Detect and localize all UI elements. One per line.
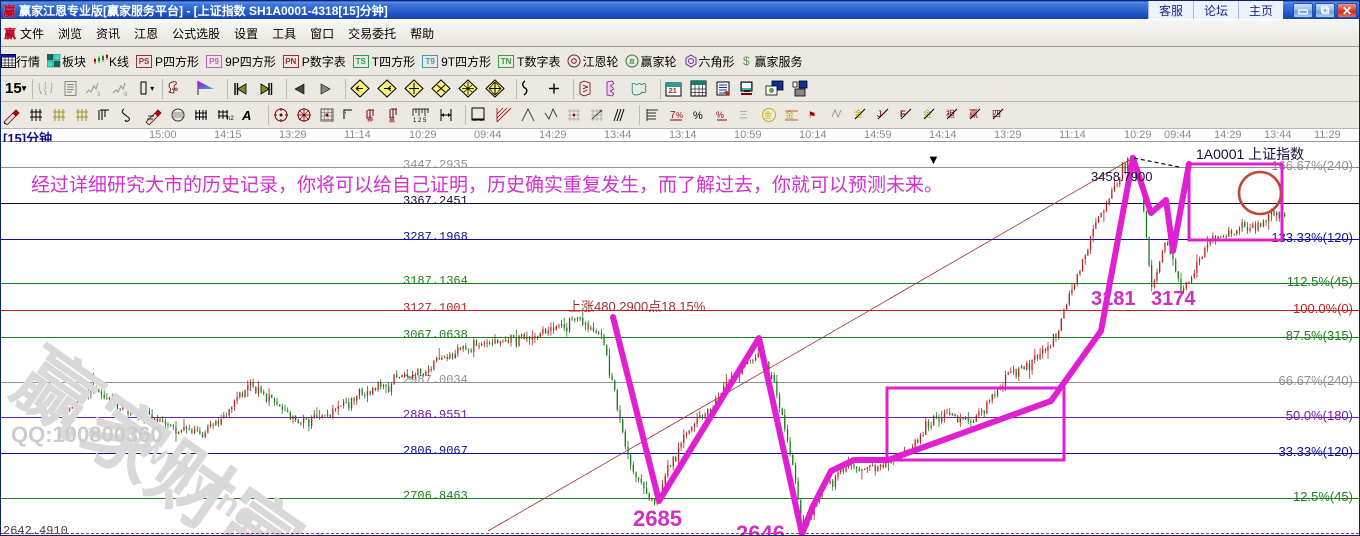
svg-text:袒: 袒 bbox=[946, 108, 955, 119]
svg-text:三: 三 bbox=[739, 110, 748, 120]
svg-text:9: 9 bbox=[124, 92, 128, 97]
svg-text:n2: n2 bbox=[227, 116, 234, 122]
svg-text:金: 金 bbox=[785, 109, 794, 120]
svg-text:赢: 赢 bbox=[389, 116, 395, 123]
svg-text:1 2 5: 1 2 5 bbox=[413, 118, 427, 123]
svg-text:赢: 赢 bbox=[969, 108, 978, 119]
svg-text:21: 21 bbox=[669, 86, 677, 95]
svg-text:金: 金 bbox=[923, 108, 932, 119]
svg-text:A: A bbox=[241, 108, 251, 123]
svg-text:%: % bbox=[676, 111, 683, 120]
svg-text:金: 金 bbox=[764, 110, 772, 120]
svg-text:|': |' bbox=[343, 112, 346, 119]
svg-text:四: 四 bbox=[992, 109, 1001, 119]
svg-text:3: 3 bbox=[97, 92, 101, 97]
svg-text:⚑: ⚑ bbox=[808, 110, 816, 120]
svg-text:神: 神 bbox=[367, 116, 373, 123]
svg-text:%: % bbox=[716, 110, 724, 120]
svg-text:赢: 赢 bbox=[630, 58, 636, 66]
svg-text:金: 金 bbox=[854, 108, 863, 119]
svg-text:%: % bbox=[693, 110, 703, 122]
svg-text:$: $ bbox=[743, 54, 750, 68]
